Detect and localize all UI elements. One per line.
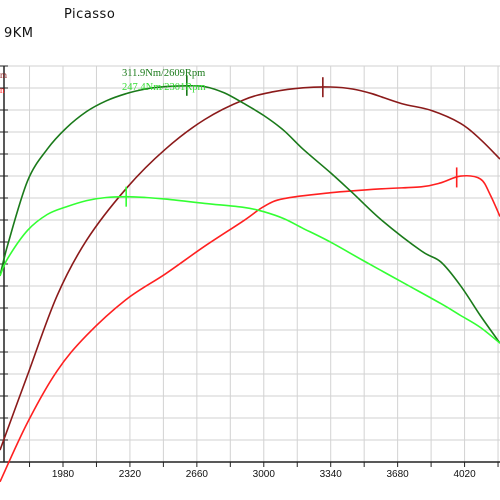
chart-header-line1: Picasso <box>64 7 116 22</box>
x-tick-label: 3000 <box>253 469 276 480</box>
legend-label-1: m <box>0 70 8 80</box>
chart-header-line2: 9KM <box>4 26 34 41</box>
legend-label-2: n <box>0 85 5 95</box>
x-tick-label: 1980 <box>52 469 75 480</box>
series-light-green-line <box>0 195 500 344</box>
peak-annotation-dark-green: 311.9Nm/2609Rpm <box>122 68 206 79</box>
x-tick-label: 4020 <box>453 469 476 480</box>
series-red-line <box>0 175 500 483</box>
x-tick-label: 3340 <box>320 469 343 480</box>
peak-annotation-light-green: 247.4Nm/2301Rpm <box>122 82 206 93</box>
x-tick-label: 3680 <box>387 469 410 480</box>
x-tick-label: 2660 <box>186 469 209 480</box>
series-dark-green-line <box>0 84 500 344</box>
series-dark-red-line <box>0 86 500 451</box>
x-tick-label: 2320 <box>119 469 142 480</box>
